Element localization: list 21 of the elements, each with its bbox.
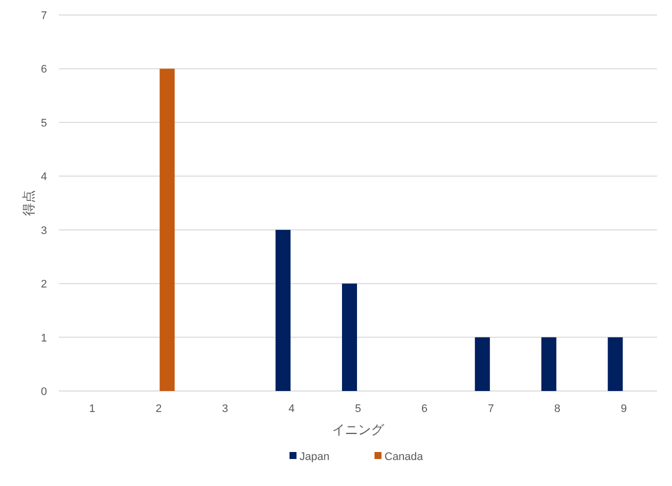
y-tick-label: 5	[40, 117, 47, 130]
x-tick-label: 9	[620, 403, 627, 415]
legend-label: Canada	[384, 451, 424, 463]
y-tick-label: 2	[40, 278, 47, 291]
x-tick-label: 6	[421, 403, 428, 415]
x-tick-label: 7	[488, 403, 494, 415]
x-tick-label: 8	[554, 403, 560, 415]
y-tick-label: 3	[40, 224, 47, 237]
x-tick-label: 4	[288, 403, 295, 415]
x-tick-label: 3	[222, 403, 228, 415]
x-tick-label: 5	[354, 403, 362, 415]
x-axis-title: イニング	[332, 422, 385, 437]
y-tick-label: 0	[40, 386, 47, 398]
y-tick-label: 1	[40, 332, 47, 344]
y-axis-title: 得点	[21, 190, 36, 216]
y-tick-label: 4	[40, 171, 47, 184]
x-tick-label: 1	[89, 403, 96, 415]
y-tick-label: 7	[40, 10, 47, 22]
x-tick-label: 2	[156, 403, 162, 415]
legend-label: Japan	[300, 451, 330, 463]
y-tick-label: 6	[40, 64, 47, 76]
